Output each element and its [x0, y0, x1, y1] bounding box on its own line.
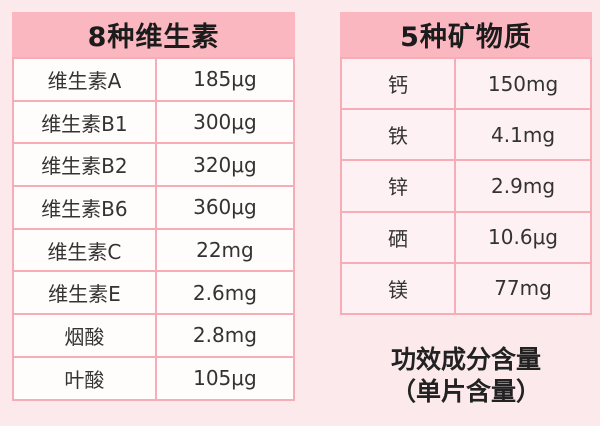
table-row-value: 150mg — [456, 57, 590, 108]
table-row-label: 钙 — [342, 57, 457, 109]
vitamins-table: 8种维生素 维生素A 185μg 维生素B1 300μg 维生素B2 320μg… — [12, 12, 295, 401]
table-row-value: 105μg — [156, 355, 293, 399]
table-row-value: 185μg — [156, 57, 293, 100]
table-row-value: 22mg — [156, 227, 293, 271]
table-row-label: 维生素B6 — [14, 185, 157, 228]
table-row-label: 维生素C — [14, 227, 157, 271]
table-row-label: 硒 — [342, 210, 457, 262]
table-row-value: 320μg — [156, 142, 293, 185]
table-row-value: 4.1mg — [456, 108, 590, 159]
table-row-label: 烟酸 — [14, 313, 157, 356]
table-row-value: 2.8mg — [156, 313, 293, 356]
minerals-table: 5种矿物质 钙 150mg 铁 4.1mg 锌 2.9mg 硒 10.6μg 镁… — [340, 12, 592, 315]
table-row-label: 锌 — [342, 159, 457, 211]
table-row-value: 77mg — [456, 261, 590, 313]
table-row-value: 10.6μg — [456, 210, 590, 262]
table-row-label: 维生素A — [14, 57, 157, 100]
table-row-label: 镁 — [342, 261, 457, 313]
table-row-label: 叶酸 — [14, 355, 157, 399]
table-row-value: 2.9mg — [456, 159, 590, 210]
minerals-table-body: 钙 150mg 铁 4.1mg 锌 2.9mg 硒 10.6μg 镁 77mg — [340, 57, 592, 315]
footnote-line1: 功效成分含量 — [390, 345, 541, 374]
table-row-label: 铁 — [342, 108, 457, 160]
table-row-label: 维生素E — [14, 270, 157, 314]
table-row-label: 维生素B1 — [14, 99, 157, 143]
vitamins-table-title: 8种维生素 — [12, 12, 295, 57]
table-row-value: 360μg — [156, 185, 293, 228]
footnote: 功效成分含量 （单片含量） — [340, 344, 592, 408]
table-row-label: 维生素B2 — [14, 142, 157, 186]
footnote-line2: （单片含量） — [390, 377, 541, 406]
table-row-value: 2.6mg — [156, 270, 293, 313]
vitamins-table-body: 维生素A 185μg 维生素B1 300μg 维生素B2 320μg 维生素B6… — [12, 57, 295, 401]
table-row-value: 300μg — [156, 99, 293, 143]
minerals-table-title: 5种矿物质 — [340, 12, 592, 57]
